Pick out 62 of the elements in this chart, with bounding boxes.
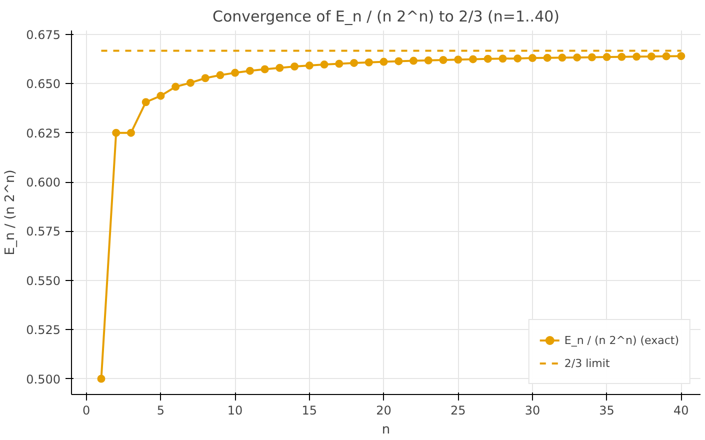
x-tick-label: 15	[302, 404, 318, 418]
point	[468, 55, 477, 64]
x-tick-label: 30	[524, 404, 540, 418]
point	[543, 54, 552, 62]
point	[320, 60, 328, 69]
point	[246, 66, 254, 75]
y-tick-label: 0.625	[26, 126, 61, 140]
x-tick-label: 0	[82, 404, 90, 418]
x-axis-title: n	[382, 422, 390, 438]
point	[172, 82, 180, 91]
point	[662, 52, 670, 60]
point	[602, 53, 611, 62]
point	[677, 52, 686, 60]
point	[305, 62, 314, 70]
point	[350, 58, 358, 67]
y-tick-label: 0.675	[26, 28, 61, 42]
point	[528, 54, 536, 62]
point	[558, 54, 566, 62]
point	[364, 58, 373, 66]
point	[290, 62, 299, 70]
x-tick-label: 40	[674, 404, 689, 418]
x-tick-label: 25	[450, 404, 466, 418]
point	[498, 54, 507, 63]
x-tick-label: 35	[599, 404, 614, 418]
point	[335, 60, 344, 68]
point	[439, 56, 448, 64]
point	[573, 53, 582, 62]
y-tick-label: 0.575	[26, 224, 61, 239]
y-tick-label: 0.600	[26, 176, 61, 190]
point	[216, 71, 224, 80]
point	[276, 64, 284, 72]
point	[484, 54, 492, 63]
point	[410, 56, 418, 65]
point	[201, 74, 210, 82]
point	[647, 52, 656, 60]
point	[632, 52, 641, 61]
y-tick-label: 0.525	[26, 323, 61, 338]
point	[97, 374, 106, 383]
point	[588, 53, 596, 62]
x-tick-label: 5	[156, 404, 165, 418]
y-tick-label: 0.550	[26, 274, 61, 288]
point	[424, 56, 432, 64]
y-axis-title: E_n / (n 2^n)	[3, 170, 18, 256]
x-tick-label: 20	[376, 404, 392, 418]
point	[126, 128, 135, 137]
x-tick-label: 10	[227, 404, 243, 418]
legend-label: E_n / (n 2^n) (exact)	[564, 334, 679, 346]
point	[380, 58, 388, 66]
point	[156, 92, 165, 100]
point	[112, 128, 120, 137]
point	[618, 52, 626, 61]
point	[394, 57, 403, 66]
point	[231, 68, 240, 77]
point	[260, 65, 269, 74]
point	[514, 54, 522, 62]
point	[186, 78, 194, 87]
point	[454, 56, 462, 64]
legend-label: 2/3 limit	[564, 356, 610, 370]
y-tick-label: 0.500	[26, 372, 61, 386]
y-tick-label: 0.650	[26, 77, 61, 92]
chart-title: Convergence of E_n / (n 2^n) to 2/3 (n=1..40)	[212, 8, 560, 26]
point	[142, 98, 150, 106]
